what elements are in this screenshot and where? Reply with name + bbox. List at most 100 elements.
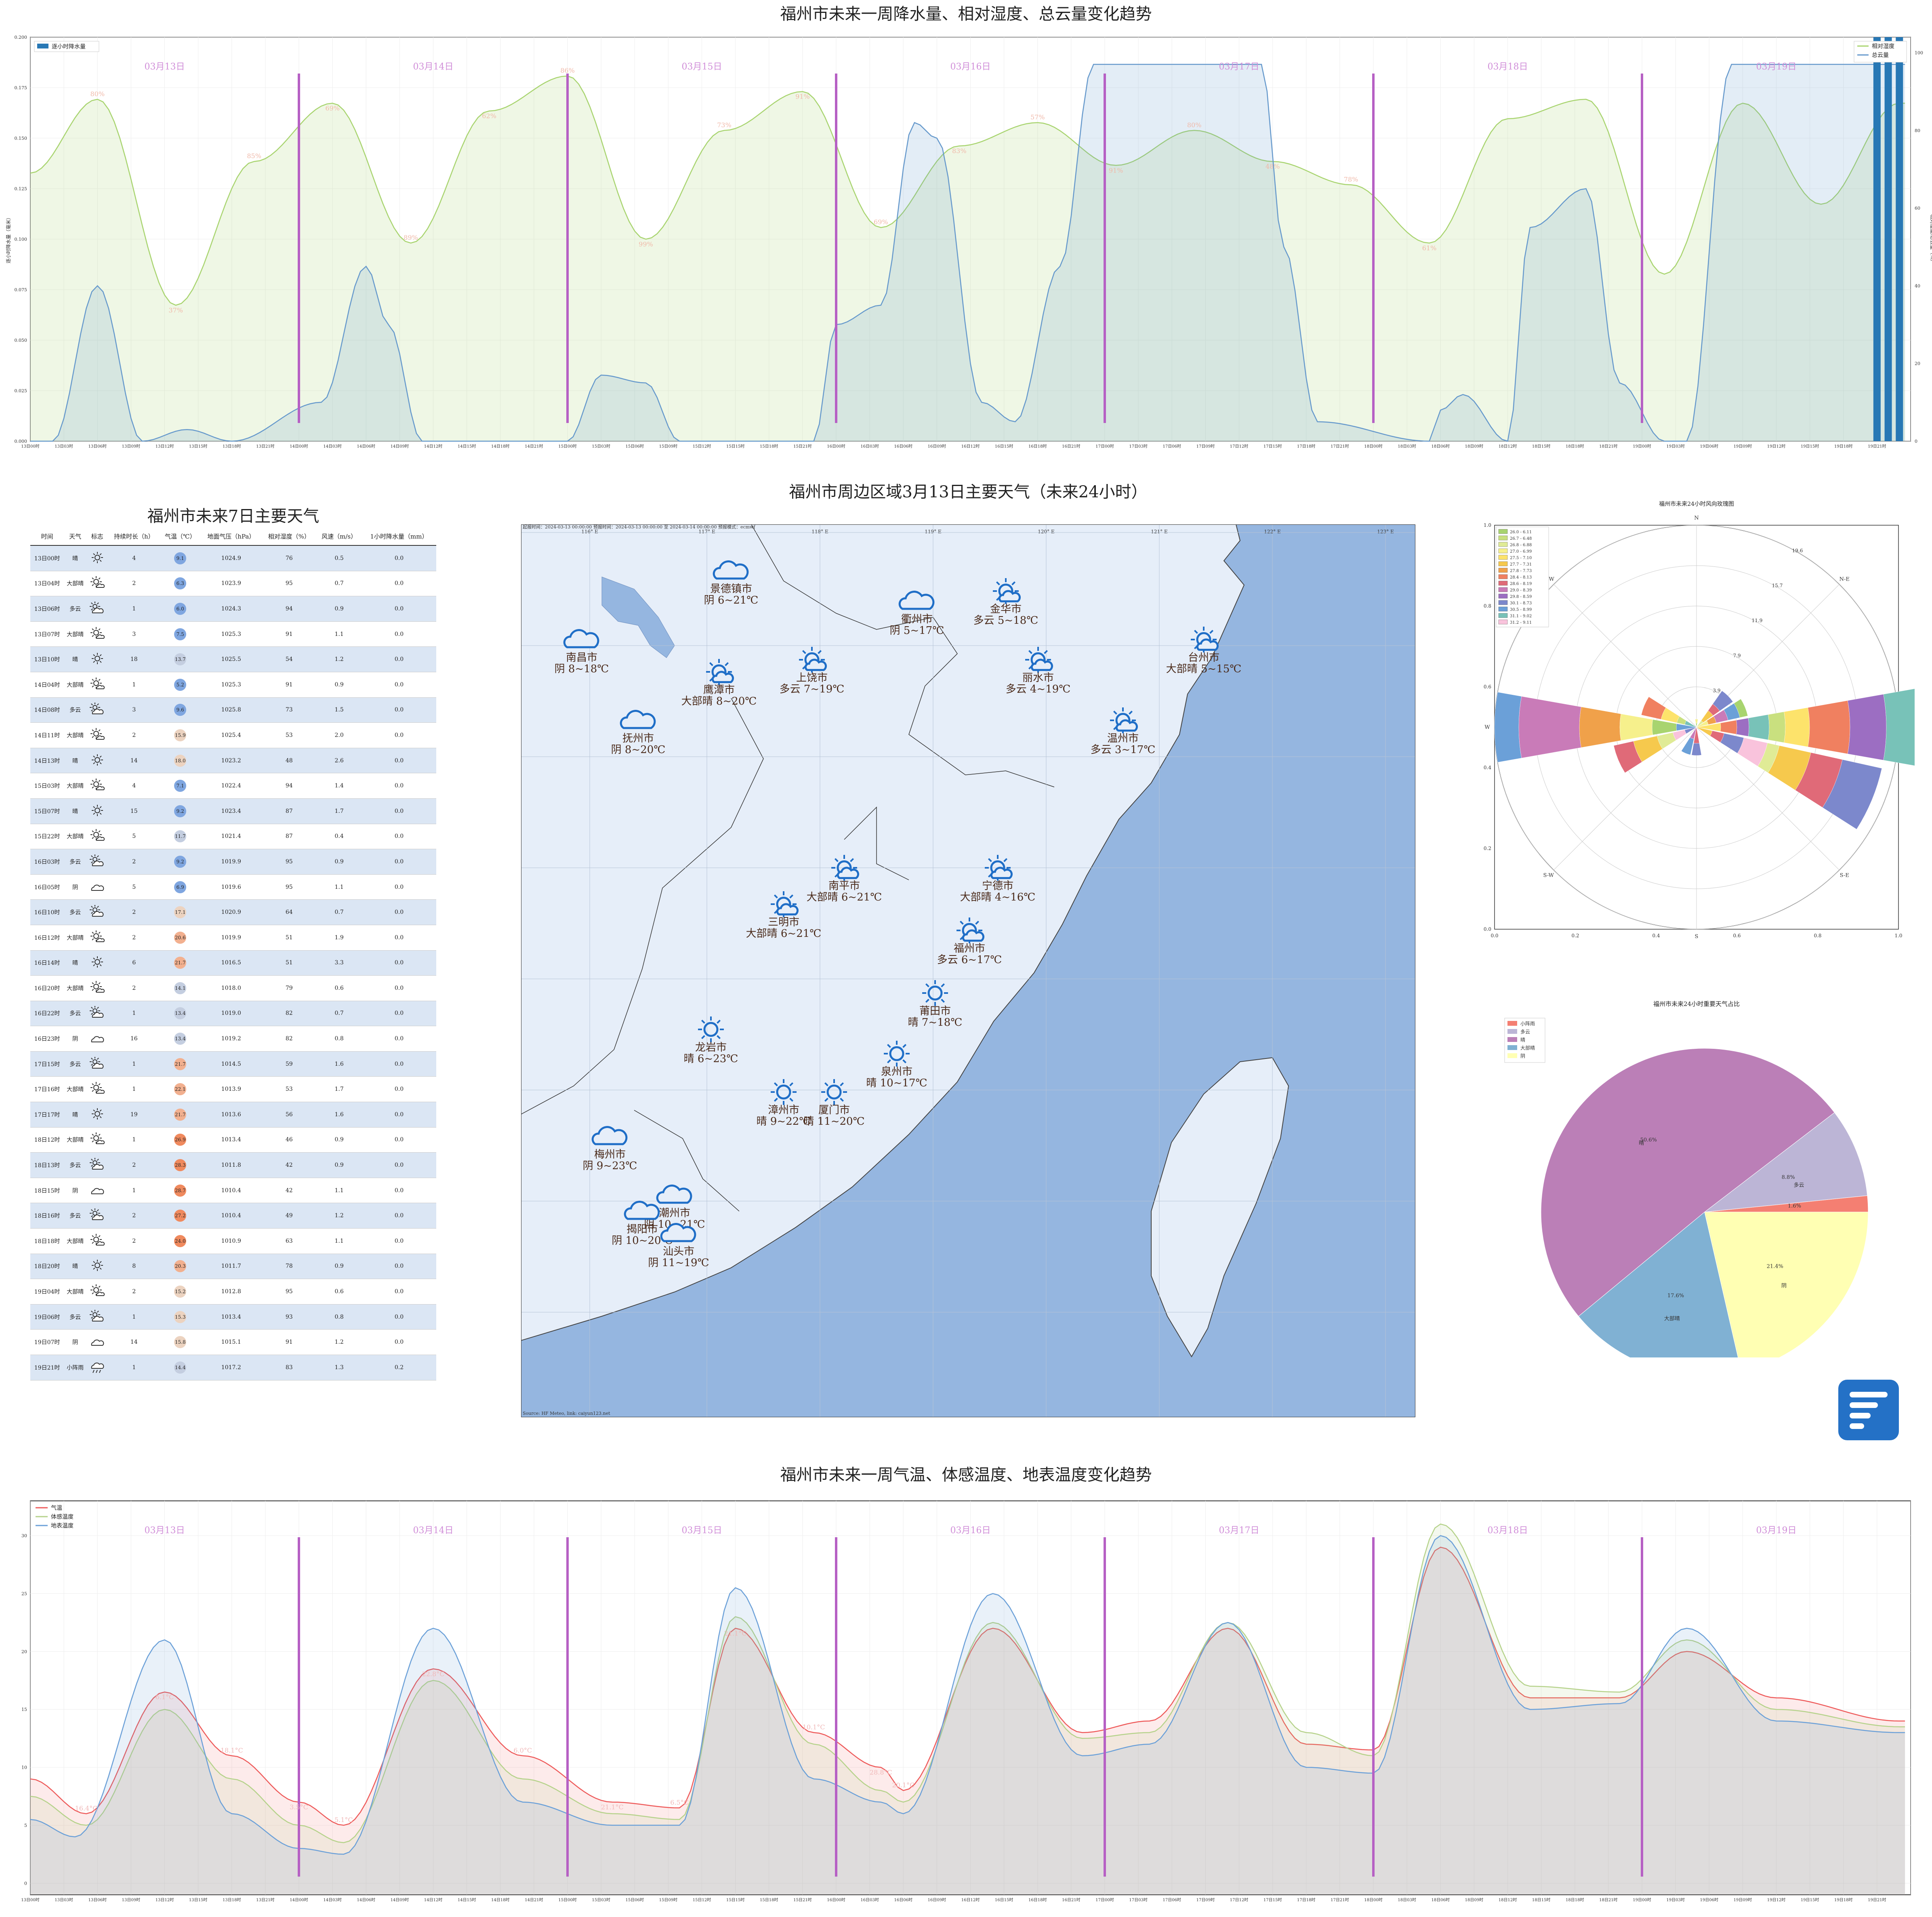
sun-ray bbox=[92, 679, 94, 681]
sun-shape bbox=[93, 579, 99, 585]
city-name: 台州市 bbox=[1188, 652, 1219, 664]
legend-label: 小阵雨 bbox=[1520, 1021, 1535, 1027]
table-cell: 94 bbox=[262, 596, 317, 622]
series-area bbox=[30, 64, 1905, 442]
cloud-shape bbox=[96, 786, 105, 791]
x-tick-label: 14日03时 bbox=[323, 444, 341, 449]
pie-slice bbox=[1578, 1212, 1739, 1357]
y2-tick-label: 40 bbox=[1915, 283, 1920, 288]
table-cell: 1 bbox=[108, 596, 160, 622]
table-cell: 多云 bbox=[64, 849, 87, 875]
legend-swatch bbox=[1498, 555, 1508, 560]
pie-percent-label: 8.8% bbox=[1782, 1174, 1795, 1181]
sun-shape bbox=[94, 959, 100, 965]
table-cell: 小阵雨 bbox=[64, 1355, 87, 1380]
table-cell: 13日07时 bbox=[30, 621, 64, 647]
wind-rose-petal bbox=[1681, 737, 1694, 755]
city-forecast: 大部晴 4~16℃ bbox=[960, 891, 1036, 903]
value-annotation: 91% bbox=[1109, 166, 1123, 174]
table-cell bbox=[86, 1329, 108, 1355]
table-cell: 3.3 bbox=[316, 950, 362, 976]
table-cell: 0.0 bbox=[362, 849, 436, 875]
compass-label: S-W bbox=[1543, 872, 1554, 878]
series-line bbox=[30, 1535, 1905, 1855]
x-tick-label: 18日12时 bbox=[1499, 1898, 1517, 1902]
table-row: 16日22时 多云 1 13.4 1019.0 82 0.7 0.0 bbox=[30, 1001, 436, 1027]
series-area bbox=[30, 76, 1905, 441]
pie-percent-label: 21.4% bbox=[1767, 1264, 1783, 1270]
sun-ray bbox=[90, 1164, 93, 1167]
x-tick-label: 14日21时 bbox=[525, 444, 543, 449]
table-cell: 95 bbox=[262, 874, 317, 900]
table-cell: 0.0 bbox=[362, 975, 436, 1001]
value-annotation: 78% bbox=[1344, 175, 1358, 183]
legend-label: 晴 bbox=[1520, 1037, 1525, 1043]
cloud-shape bbox=[92, 1012, 104, 1018]
cloud-icon bbox=[776, 903, 799, 915]
cloud-sun-icon bbox=[89, 1056, 104, 1069]
x-tick-label: 13日18时 bbox=[223, 1898, 241, 1902]
x-tick-label: 19日21时 bbox=[1868, 1898, 1886, 1902]
x-tick-label: 19日18时 bbox=[1834, 1898, 1852, 1902]
sun-ray bbox=[90, 1310, 93, 1313]
value-annotation: 28.8°C bbox=[870, 1769, 892, 1776]
sun-ray bbox=[98, 830, 101, 833]
value-annotation: 6.1°C bbox=[156, 1693, 174, 1701]
x-tick-label: 19日06时 bbox=[1700, 1898, 1718, 1902]
x-tick-label: 15日15时 bbox=[726, 1898, 744, 1902]
x-tick-label: 16日06时 bbox=[894, 444, 912, 449]
table-cell: 0.9 bbox=[316, 672, 362, 698]
sun-ray bbox=[1003, 858, 1008, 862]
table-cell: 1019.9 bbox=[200, 925, 262, 951]
sun-cloud-icon bbox=[90, 1233, 105, 1246]
cloud-sun-icon bbox=[89, 1157, 104, 1170]
city-forecast: 阴 11~19℃ bbox=[648, 1257, 709, 1269]
table-cell: 13日04时 bbox=[30, 571, 64, 597]
sun-ray bbox=[789, 894, 794, 899]
x-tick-label: 18日03时 bbox=[1398, 444, 1416, 449]
sun-ray bbox=[818, 650, 822, 654]
x-tick-label: 16日09时 bbox=[928, 444, 946, 449]
sun-ray bbox=[789, 1082, 794, 1086]
table-cell: 0.6 bbox=[316, 975, 362, 1001]
x-tick-label: 14日18时 bbox=[491, 1898, 509, 1902]
sun-ray bbox=[93, 1268, 95, 1270]
day-label: 03月19日 bbox=[1756, 62, 1797, 72]
table-cell: 1 bbox=[108, 1051, 160, 1077]
cloud-icon bbox=[620, 710, 656, 729]
value-annotation: 85% bbox=[247, 152, 261, 160]
sun-ray bbox=[90, 912, 93, 914]
sun-ray bbox=[99, 553, 102, 556]
sun-ray bbox=[92, 1083, 94, 1086]
y-tick-label: 1.0 bbox=[1484, 522, 1491, 528]
x-tick-label: 14日06时 bbox=[357, 1898, 375, 1902]
table-cell: 13日06时 bbox=[30, 596, 64, 622]
table-cell: 18.0 bbox=[160, 748, 201, 774]
x-tick-label: 18日09时 bbox=[1465, 444, 1483, 449]
x-tick-label: 15日09时 bbox=[659, 1898, 677, 1902]
table-cell: 1.6 bbox=[316, 1102, 362, 1128]
value-annotation: 21.1°C bbox=[601, 1803, 624, 1811]
table-cell: 1013.4 bbox=[200, 1127, 262, 1153]
table-cell: 1019.9 bbox=[200, 849, 262, 875]
series-area bbox=[30, 1524, 1905, 1895]
cloud-icon bbox=[713, 560, 749, 580]
table-cell: 21.7 bbox=[160, 1102, 201, 1128]
y-tick-label: 30 bbox=[21, 1533, 27, 1538]
x-tick-label: 14日12时 bbox=[424, 1898, 442, 1902]
table-row: 16日23时阴 16 13.4 1019.2 82 0.8 0.0 bbox=[30, 1026, 436, 1052]
table-cell bbox=[86, 722, 108, 748]
sun-ray bbox=[98, 577, 101, 580]
city-forecast: 阴 8~20℃ bbox=[611, 744, 666, 756]
table-cell: 0.0 bbox=[362, 925, 436, 951]
sun-ray bbox=[93, 553, 95, 556]
table-cell: 24.0 bbox=[160, 1228, 201, 1254]
value-annotation: 48% bbox=[1266, 163, 1280, 170]
x-tick-label: 19日15时 bbox=[1801, 444, 1819, 449]
table-row: 15日03时 大部晴 4 7.1 1022.4 94 1.4 0.0 bbox=[30, 773, 436, 799]
table-cell: 95 bbox=[262, 849, 317, 875]
table-cell: 0.0 bbox=[362, 1076, 436, 1103]
sun-ray bbox=[925, 999, 929, 1003]
